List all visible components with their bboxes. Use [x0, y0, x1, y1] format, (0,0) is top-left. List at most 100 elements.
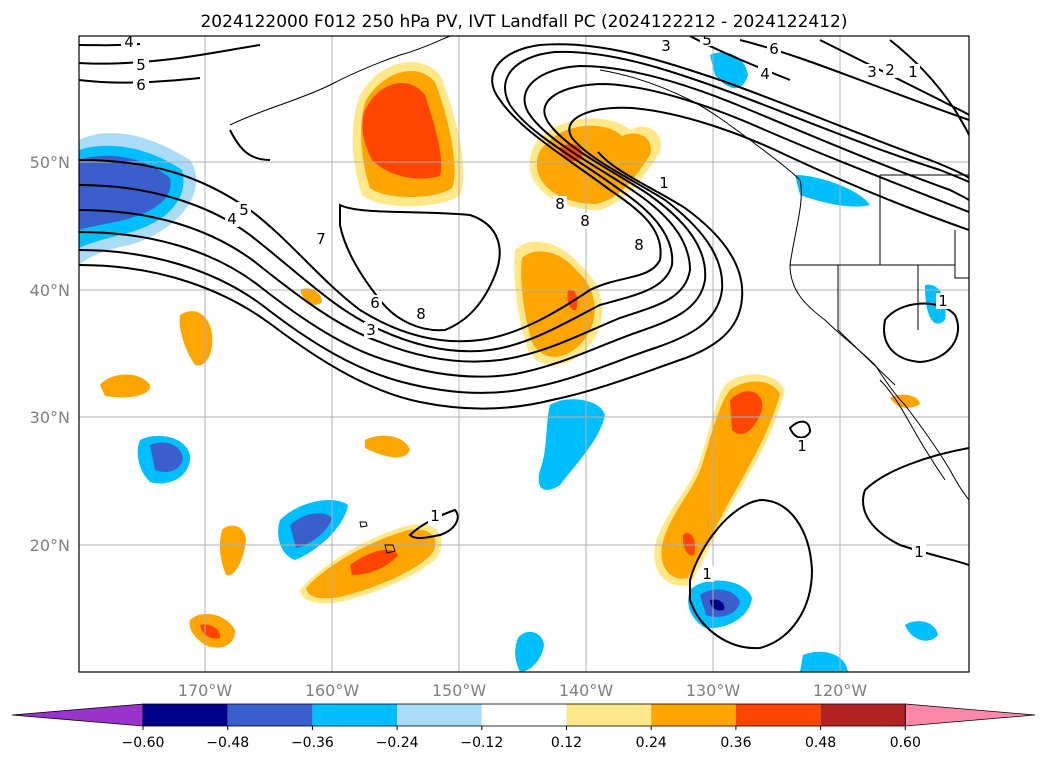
- pv-contour: [79, 44, 261, 65]
- contour-label: 3: [366, 321, 376, 339]
- lat-label: 20°N: [30, 536, 70, 555]
- negative-anomaly: [795, 175, 870, 207]
- pv-contour: [889, 39, 969, 136]
- pv-contour: [689, 498, 814, 650]
- contour-label: 4: [760, 65, 770, 83]
- alaska-panhandle-coast: [599, 69, 801, 181]
- colorbar-segment: [481, 704, 567, 726]
- contour-label: 6: [370, 294, 380, 312]
- state-border: [954, 230, 969, 279]
- colorbar-tick-label: −0.48: [206, 735, 249, 751]
- positive-anomaly: [567, 289, 578, 311]
- negative-anomaly: [800, 651, 848, 672]
- negative-anomaly: [515, 631, 544, 672]
- colorbar-tick-label: −0.12: [460, 735, 503, 751]
- contour-label: 4: [124, 33, 134, 51]
- colorbar-tick-label: 0.60: [890, 735, 921, 751]
- colorbar-segment: [651, 704, 736, 726]
- map-frame: [78, 35, 970, 673]
- contour-label: 6: [769, 40, 779, 58]
- positive-anomaly: [682, 532, 696, 556]
- pv-contour: [788, 420, 812, 439]
- positive-anomaly: [661, 381, 780, 579]
- pv-contours: [79, 36, 969, 650]
- contour-label: 1: [938, 292, 948, 310]
- negative-anomaly: [710, 599, 725, 611]
- figure-title: 2024122000 F012 250 hPa PV, IVT Landfall…: [200, 12, 847, 32]
- lon-label: 160°W: [305, 681, 360, 700]
- pv-contour: [79, 64, 969, 363]
- baja-coast: [879, 379, 946, 481]
- coastlines: [229, 36, 969, 554]
- positive-anomaly: [362, 83, 442, 179]
- positive-anomaly: [350, 549, 398, 575]
- pv-contour: [229, 129, 271, 161]
- positive-anomaly: [521, 251, 595, 357]
- map-background: [79, 36, 969, 672]
- latitude-labels: 50°N 40°N 30°N 20°N: [30, 153, 70, 555]
- positive-anomaly: [365, 435, 410, 458]
- lon-label: 150°W: [432, 681, 487, 700]
- north-america-coast: [789, 179, 969, 501]
- positive-anomaly: [100, 374, 151, 398]
- lon-label: 140°W: [559, 681, 614, 700]
- colorbar-segment: [397, 704, 482, 726]
- hawaii-islands: [359, 521, 396, 554]
- contour-label: 4: [227, 210, 237, 228]
- negative-anomaly: [150, 442, 183, 472]
- contour-label: 1: [908, 63, 918, 81]
- lon-label: 170°W: [178, 681, 233, 700]
- pv-contour: [819, 39, 969, 116]
- contour-labels: 4 5 6 5 4 7 6 3 8 1 8 8 8 3 5 6 4 3 2 1: [121, 31, 950, 583]
- positive-anomaly: [890, 394, 920, 408]
- pv-contour: [79, 106, 969, 394]
- pv-contour: [339, 203, 501, 332]
- contour-label: 1: [659, 174, 669, 192]
- colorbar-tick-label: −0.24: [376, 735, 419, 751]
- lat-label: 50°N: [30, 153, 70, 172]
- contour-label: 5: [702, 31, 712, 49]
- positive-anomaly: [179, 311, 213, 366]
- pv-contour: [79, 50, 969, 353]
- colorbar-extend-low: [11, 703, 144, 727]
- gridlines: [79, 36, 969, 672]
- contour-label: 1: [702, 565, 712, 583]
- lat-label: 30°N: [30, 408, 70, 427]
- contour-label: 5: [239, 201, 249, 219]
- contour-label: 8: [416, 305, 426, 323]
- pv-contour: [883, 302, 960, 364]
- colorbar-tick-label: 0.12: [551, 735, 582, 751]
- colorbar-segment: [566, 704, 652, 726]
- pv-contour: [79, 43, 969, 343]
- contour-label: 7: [316, 230, 326, 248]
- colorbar-tick-label: −0.60: [122, 735, 165, 751]
- contour-label: 3: [661, 37, 671, 55]
- colorbar-tick-label: 0.36: [720, 735, 751, 751]
- positive-anomaly: [219, 525, 246, 576]
- pv-contour: [689, 36, 791, 81]
- colorbar-segment: [820, 704, 906, 726]
- contour-label: 8: [634, 236, 644, 254]
- negative-anomaly: [290, 513, 332, 548]
- colorbar: −0.60 −0.48 −0.36 −0.24 −0.12 0.12 0.24 0.36 0.4…: [11, 703, 1036, 751]
- contour-label: 3: [867, 63, 877, 81]
- lat-label: 40°N: [30, 281, 70, 300]
- colorbar-segment: [143, 704, 228, 726]
- negative-anomaly: [905, 621, 938, 641]
- positive-anomaly: [300, 288, 322, 305]
- contour-label: 2: [885, 61, 895, 79]
- alaska-coast: [229, 36, 451, 126]
- colorbar-outline: [142, 703, 906, 727]
- map-panel: 4 5 6 5 4 7 6 3 8 1 8 8 8 3 5 6 4 3 2 1: [78, 31, 970, 673]
- colorbar-tick-label: 0.48: [805, 735, 836, 751]
- contour-label: 5: [136, 56, 146, 74]
- lon-label: 130°W: [686, 681, 741, 700]
- positive-anomaly: [730, 391, 763, 434]
- contour-label: 8: [555, 195, 565, 213]
- longitude-labels: 170°W 160°W 150°W 140°W 130°W 120°W: [178, 681, 868, 700]
- contour-label: 1: [914, 543, 924, 561]
- colorbar-segment: [312, 704, 398, 726]
- contour-label: 6: [136, 76, 146, 94]
- contour-label: 1: [430, 507, 440, 525]
